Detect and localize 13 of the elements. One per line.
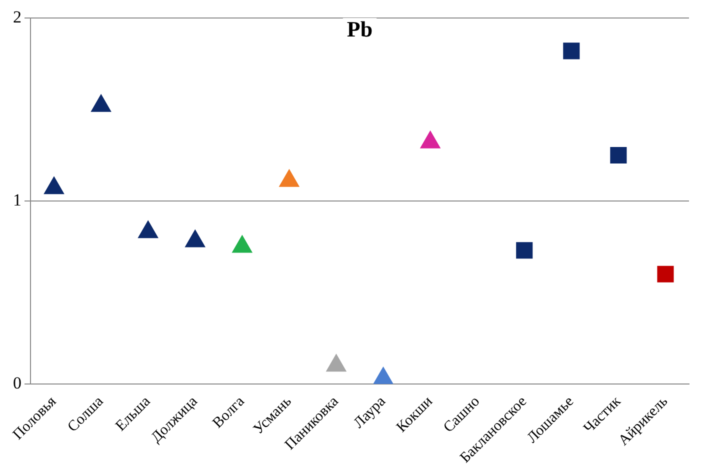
point xyxy=(44,176,64,194)
y-tick-label: 1 xyxy=(13,190,22,210)
y-tick-label: 2 xyxy=(13,7,22,26)
point xyxy=(232,235,252,253)
point xyxy=(326,354,346,372)
point xyxy=(420,130,440,148)
point xyxy=(373,366,394,384)
chart-title: Pb xyxy=(346,16,373,42)
point xyxy=(185,230,206,248)
point xyxy=(91,94,112,112)
point xyxy=(138,220,158,238)
point xyxy=(279,169,300,187)
y-tick-label: 0 xyxy=(13,373,22,392)
